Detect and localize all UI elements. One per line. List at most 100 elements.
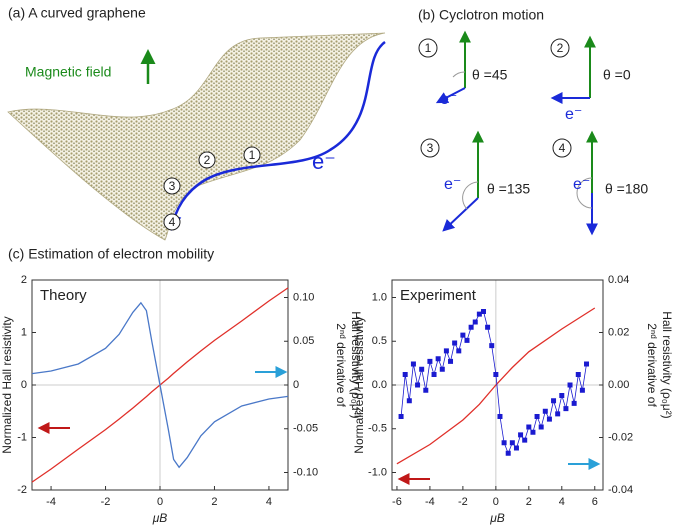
x-tick-label: -4 — [425, 496, 435, 508]
electron-label: e⁻ — [565, 106, 582, 123]
y2-tick-label: 0 — [293, 379, 299, 391]
data-point — [460, 332, 466, 338]
y-tick-label: -2 — [17, 484, 27, 496]
point-number: 4 — [169, 215, 176, 229]
y2-axis-title: 2ⁿᵈ derivative of — [645, 323, 659, 407]
electron-path — [166, 40, 386, 231]
x-tick-label: 6 — [592, 496, 598, 508]
data-point — [427, 358, 433, 364]
x-tick-label: 4 — [266, 496, 272, 508]
y-tick-label: 2 — [21, 274, 27, 286]
y2-tick-label: -0.10 — [293, 466, 318, 478]
x-tick-label: -2 — [101, 496, 111, 508]
y2-axis-title: Hall resistivity (ρ₀μ²) — [660, 311, 674, 418]
angle-label: θ =45 — [472, 67, 508, 83]
case-number: 3 — [427, 141, 434, 155]
y-tick-label: 1 — [21, 326, 27, 338]
data-point — [480, 309, 486, 314]
y2-axis-title: Hall resistivity (ρ₀μ²) — [349, 311, 363, 418]
data-point — [505, 450, 511, 456]
data-point — [423, 387, 429, 393]
data-point — [538, 424, 544, 430]
data-point — [439, 366, 445, 372]
y2-tick-label: 0.10 — [293, 291, 314, 303]
x-tick-label: 2 — [211, 496, 217, 508]
series-line — [400, 310, 587, 455]
y2-tick-label: 0.05 — [293, 335, 314, 347]
y-tick-label: -1.0 — [368, 466, 387, 478]
angle-arc — [452, 71, 466, 78]
case-number: 4 — [559, 141, 566, 155]
x-tick-label: 0 — [157, 496, 163, 508]
data-point — [546, 416, 552, 422]
data-point — [410, 361, 416, 367]
data-point — [431, 372, 437, 377]
data-point — [489, 343, 495, 349]
y2-tick-label: -0.02 — [608, 431, 633, 443]
data-point — [497, 414, 503, 419]
data-point — [501, 440, 507, 446]
y-tick-label: 0 — [21, 379, 27, 391]
chart-title: Experiment — [400, 287, 477, 304]
case-circle — [552, 138, 572, 158]
panel-title: (c) Estimation of electron mobility — [8, 246, 214, 262]
y2-axis-title: 2ⁿᵈ derivative of — [334, 323, 348, 407]
series-line — [396, 307, 596, 465]
data-point — [522, 437, 528, 443]
chart: -4 -2 0 2 4 -2 -1 0 1 2 0.10 0.05 0 -0.05 -0.10 Theory μ… — [0, 274, 363, 525]
x-tick-label: -2 — [458, 496, 468, 508]
case-number: 2 — [557, 41, 564, 55]
angle-arc — [576, 177, 593, 209]
angle-label: θ =135 — [487, 181, 530, 197]
y-tick-label: 0.5 — [372, 335, 387, 347]
data-point — [419, 366, 425, 372]
data-point — [513, 445, 519, 451]
data-point — [555, 411, 561, 417]
y-axis-title: Normalized Hall resistivity — [0, 316, 14, 453]
point-circle — [163, 213, 181, 231]
data-point — [530, 429, 536, 435]
data-point — [509, 440, 515, 446]
case-circle — [418, 38, 438, 58]
y-tick-label: -1 — [17, 431, 27, 443]
data-point — [559, 393, 565, 398]
case-circle — [550, 38, 570, 58]
data-point — [406, 398, 412, 404]
y2-tick-label: 0.02 — [608, 326, 629, 338]
data-point — [476, 311, 482, 317]
data-point — [452, 340, 458, 346]
case-circle — [420, 138, 440, 158]
x-tick-label: -4 — [46, 496, 56, 508]
velocity-arrow — [442, 197, 479, 232]
field-label: Magnetic field — [25, 64, 111, 80]
data-point — [567, 382, 573, 388]
data-point — [542, 408, 548, 414]
data-point — [402, 372, 408, 377]
case-number: 1 — [425, 41, 432, 55]
graphene-sheet — [7, 32, 386, 241]
velocity-arrow — [435, 87, 466, 104]
electron-label: e⁻ — [312, 149, 336, 174]
y-tick-label: 0.0 — [372, 379, 387, 391]
y-tick-label: -0.5 — [368, 423, 387, 435]
data-point — [456, 348, 462, 354]
data-point — [526, 424, 532, 430]
data-point — [518, 432, 524, 438]
point-circle — [243, 146, 261, 164]
path-points: 1 2 3 4 — [163, 146, 261, 231]
data-point — [534, 414, 540, 419]
y2-tick-label: 0.04 — [608, 274, 629, 286]
point-circle — [198, 151, 216, 169]
chart: -6 -4 -2 0 2 4 6 1.0 0.5 0.0 -0.5 -1.0 0.04 0.02 0.00 -… — [352, 274, 674, 525]
data-point — [563, 406, 569, 412]
cases: 1 e⁻ θ =45 2 e⁻ θ =0 3 e⁻ θ =135 4 e⁻ θ =180 — [418, 30, 648, 236]
data-point — [584, 361, 590, 367]
x-tick-label: 2 — [526, 496, 532, 508]
data-point — [448, 358, 454, 364]
x-tick-label: 0 — [493, 496, 499, 508]
data-point — [468, 324, 474, 330]
panel-title: (a) A curved graphene — [8, 5, 146, 21]
series-line — [31, 301, 289, 469]
y-tick-label: 1.0 — [372, 291, 387, 303]
